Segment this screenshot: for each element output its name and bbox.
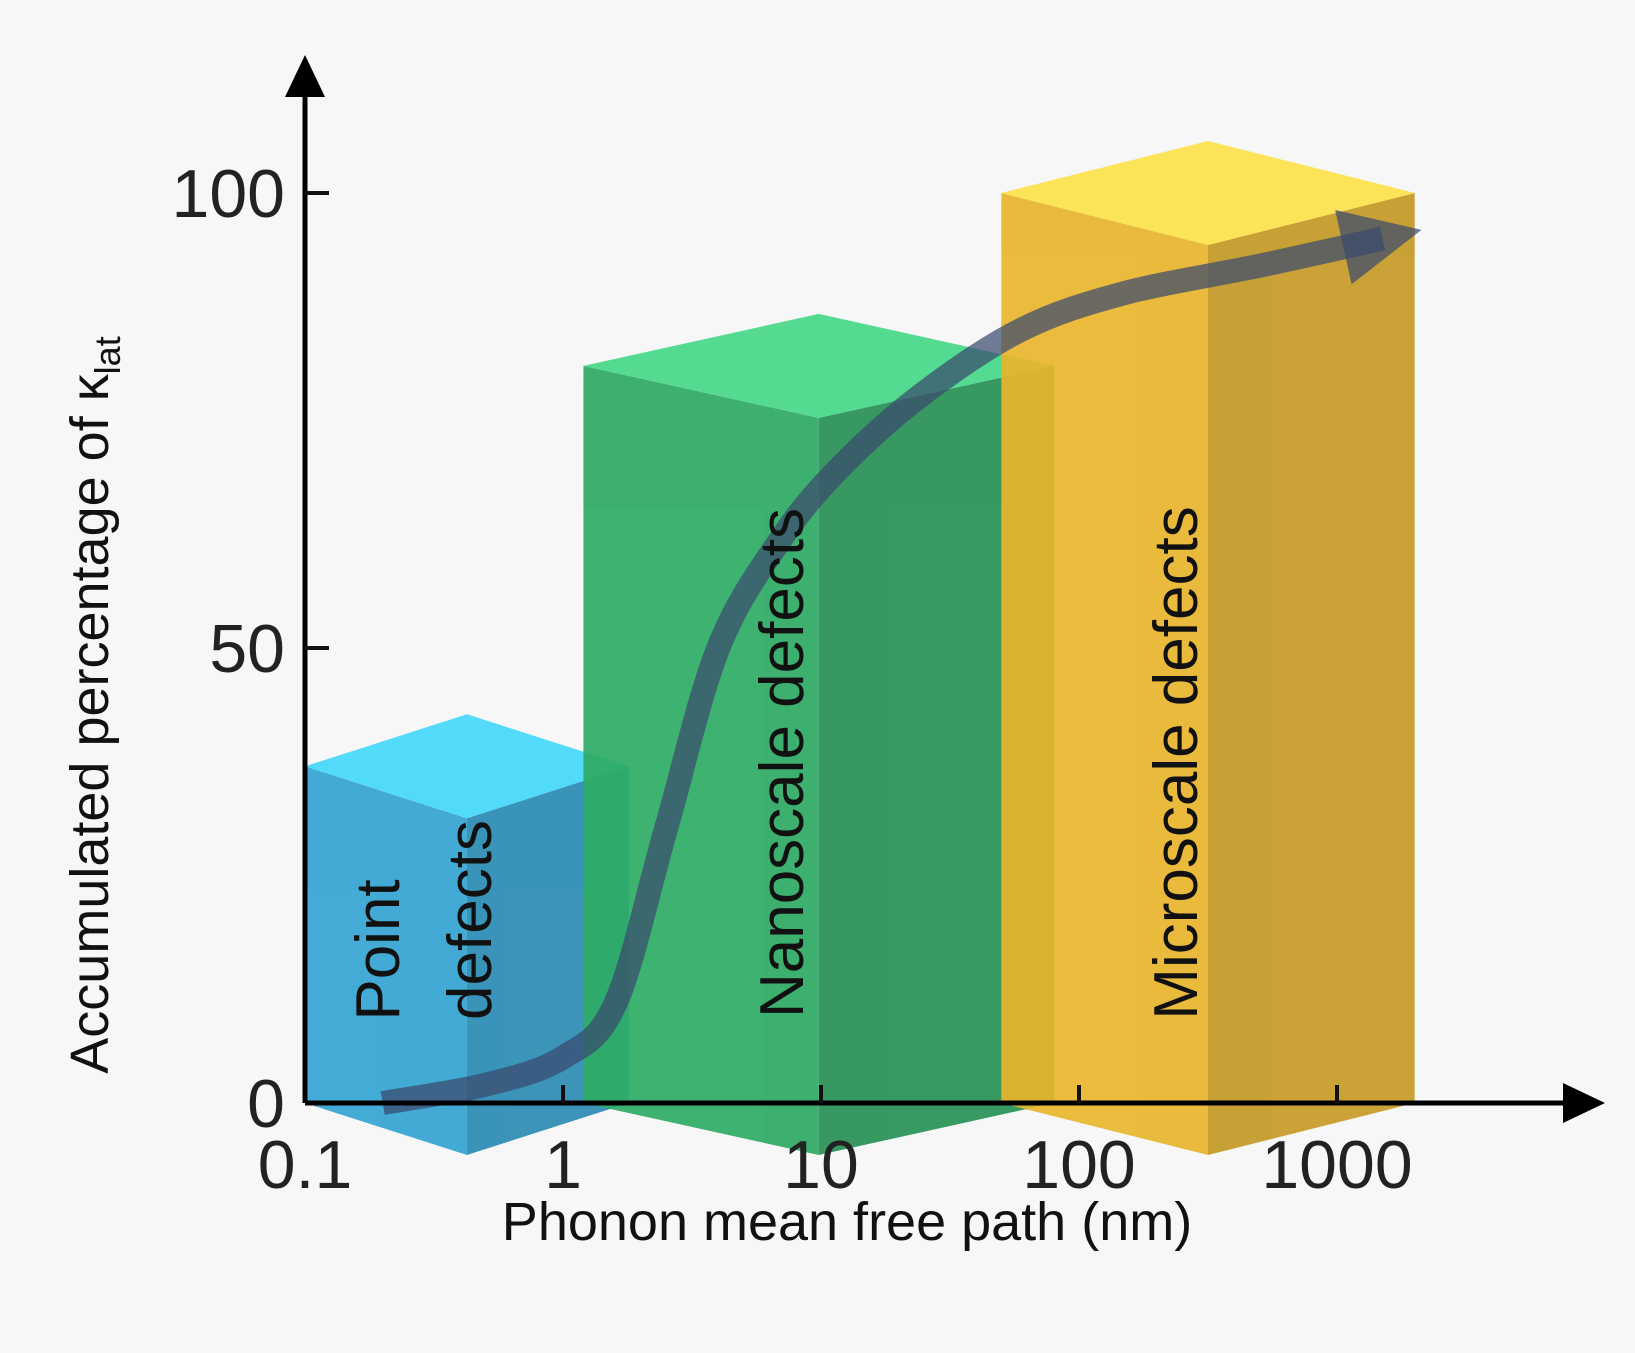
bar-0-label-line-0: Point	[344, 879, 413, 1020]
bar-2-label: Microscale defects	[1142, 506, 1211, 1019]
bar-labels-layer: Point defects Nanoscale defects Microscale …	[344, 506, 1211, 1020]
bar-1-side-face	[818, 365, 1054, 1155]
x-tick-label-4: 1000	[1261, 1127, 1412, 1203]
y-tick-label-2: 100	[172, 156, 285, 232]
y-axis-title-main: Accumulated percentage of κ	[60, 373, 120, 1073]
y-tick-label-0: 0	[247, 1066, 285, 1142]
trend-arrow-head	[1335, 210, 1422, 285]
x-tick-label-3: 100	[1022, 1127, 1135, 1203]
x-axis-arrowhead	[1563, 1083, 1605, 1123]
y-axis-arrowhead	[285, 55, 325, 97]
y-tick-label-1: 50	[209, 611, 285, 687]
y-axis-title-subscript: lat	[87, 336, 128, 374]
bar-1-label: Nanoscale defects	[748, 508, 817, 1018]
bar-2-side-face	[1208, 193, 1415, 1155]
trend-arrow-layer	[380, 210, 1422, 1115]
bar-0-label-line-1: defects	[436, 820, 505, 1020]
x-tick-label-0: 0.1	[258, 1127, 353, 1203]
trend-arrow-path	[380, 226, 1386, 1115]
bar-0-front-face	[305, 766, 467, 1155]
y-axis-title: Accumulated percentage of κlat	[60, 336, 128, 1073]
ticks-layer: 0.1 1 10 100 1000 0 50 100	[172, 156, 1413, 1203]
x-tick-label-1: 1	[544, 1127, 582, 1203]
x-tick-label-2: 10	[783, 1127, 859, 1203]
bar-2	[1001, 141, 1415, 1155]
bar-1	[583, 313, 1054, 1155]
bar-2-top-face	[1001, 141, 1415, 245]
axes	[285, 55, 1605, 1123]
bar-0-top-face	[305, 714, 629, 819]
bar-2-label-line-0: Microscale defects	[1142, 506, 1211, 1019]
bar-1-label-line-0: Nanoscale defects	[748, 508, 817, 1018]
bar-0-label: Point defects	[344, 820, 505, 1021]
x-axis-title: Phonon mean free path (nm)	[502, 1192, 1192, 1252]
bar-2-front-face	[1001, 193, 1208, 1155]
